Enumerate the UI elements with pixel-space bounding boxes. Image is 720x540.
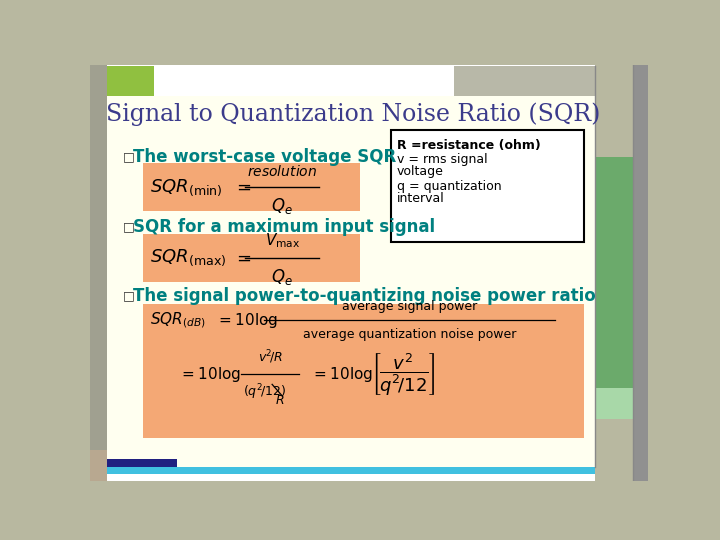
Bar [454,66,595,96]
Text: R =resistance (ohm): R =resistance (ohm) [397,139,541,152]
Bar [90,65,107,481]
Bar [107,65,595,96]
Text: $v^2\!/R$: $v^2\!/R$ [258,348,283,366]
Text: $=$: $=$ [233,178,252,196]
Text: $\mathit{resolution}$: $\mathit{resolution}$ [247,164,318,179]
Text: $=$: $=$ [233,249,252,267]
Text: $(q^2\!/12)$: $(q^2\!/12)$ [243,383,286,402]
Text: □: □ [122,220,135,233]
Text: $\left[\dfrac{v^2}{q^2\!/12}\right]$: $\left[\dfrac{v^2}{q^2\!/12}\right]$ [372,352,436,397]
Text: □: □ [122,289,135,302]
Bar [391,130,585,242]
Text: $R$: $R$ [275,394,284,407]
Text: $= 10\log$: $= 10\log$ [311,365,373,384]
Text: The signal power-to-quantizing noise power ratio: The signal power-to-quantizing noise pow… [133,287,596,305]
Bar [107,79,595,467]
Text: average signal power: average signal power [343,300,477,313]
Text: Signal to Quantization Noise Ratio (SQR): Signal to Quantization Noise Ratio (SQR) [107,102,600,126]
Text: The worst-case voltage SQR: The worst-case voltage SQR [133,148,397,166]
Text: interval: interval [397,192,445,205]
Bar [90,450,107,481]
Text: $Q_e$: $Q_e$ [271,195,293,215]
Text: $V_{\mathrm{max}}$: $V_{\mathrm{max}}$ [264,231,300,249]
Bar [143,234,360,282]
Bar [107,66,153,96]
Bar [107,467,595,475]
Text: $Q_e$: $Q_e$ [271,267,293,287]
Text: $\mathit{SQR}_{(\mathrm{min})}$: $\mathit{SQR}_{(\mathrm{min})}$ [150,177,223,198]
Text: SQR for a maximum input signal: SQR for a maximum input signal [133,218,436,235]
Text: voltage: voltage [397,165,444,178]
Text: average quantization noise power: average quantization noise power [303,328,517,341]
Text: $\mathit{SQR}_{(dB)}$: $\mathit{SQR}_{(dB)}$ [150,310,206,330]
Bar [107,459,177,467]
Text: □: □ [122,151,135,164]
Bar [143,164,360,211]
Text: $= 10\log$: $= 10\log$ [216,311,279,330]
Text: $\mathit{SQR}_{(\mathrm{max})}$: $\mathit{SQR}_{(\mathrm{max})}$ [150,248,227,268]
Bar [595,157,648,388]
Bar [595,388,648,419]
Text: q = quantization: q = quantization [397,180,502,193]
Bar [107,475,595,481]
Text: $= 10\log$: $= 10\log$ [179,365,241,384]
Bar [632,65,648,481]
Bar [143,303,585,438]
Text: v = rms signal: v = rms signal [397,153,487,166]
